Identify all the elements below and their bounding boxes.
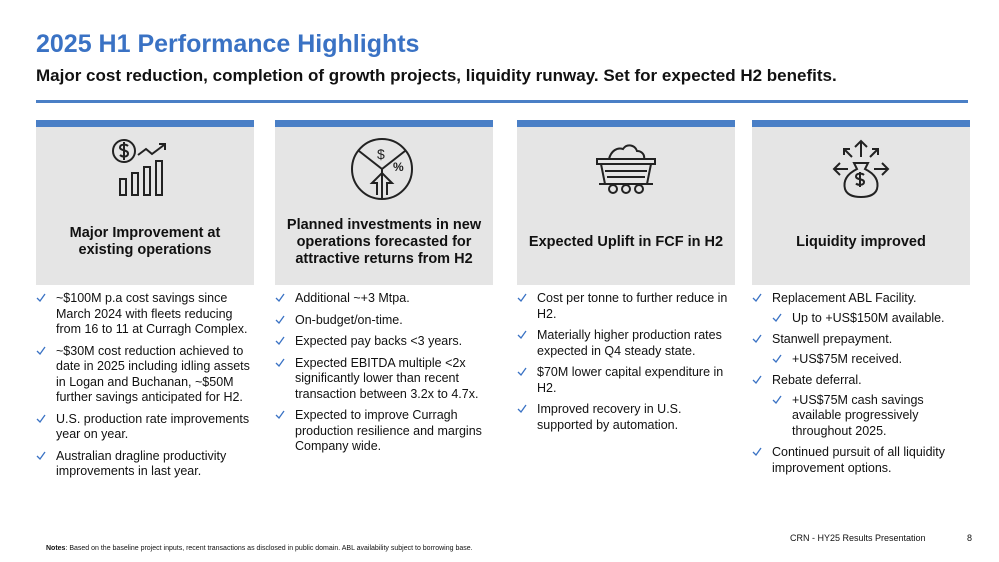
check-icon	[752, 447, 762, 457]
bullet-text: Improved recovery in U.S. supported by a…	[537, 402, 682, 432]
check-icon	[752, 334, 762, 344]
check-icon	[752, 375, 762, 385]
bullet-list: Cost per tonne to further reduce in H2. M…	[517, 291, 735, 433]
header-box: $% Planned investments in new operations …	[275, 127, 493, 285]
icon	[110, 137, 180, 202]
bullet-text: Stanwell prepayment.	[772, 332, 893, 346]
bullet-list: Additional ~+3 Mtpa. On-budget/on-time. Ex…	[275, 291, 493, 455]
title: 2025 H1 Performance Highlights	[36, 30, 420, 58]
sub-bullet-text: +US$75M received.	[792, 351, 903, 366]
sub-bullet-text: +US$75M cash savings available progressi…	[792, 392, 924, 438]
bullet: Expected pay backs <3 years.	[275, 334, 493, 350]
bullet: Cost per tonne to further reduce in H2.	[517, 291, 735, 322]
bullet: Materially higher production rates expec…	[517, 328, 735, 359]
bullet-text: On-budget/on-time.	[295, 312, 403, 327]
bullet-text: Additional ~+3 Mtpa.	[295, 291, 410, 305]
check-icon	[517, 293, 527, 303]
check-icon	[275, 410, 285, 420]
column-heading: Planned investments in new operations fo…	[286, 216, 482, 267]
bullet: Improved recovery in U.S. supported by a…	[517, 402, 735, 433]
bullet-list: Replacement ABL Facility. Up to +US$150M …	[752, 291, 970, 476]
column: Expected Uplift in FCF in H2 Cost per ton…	[517, 120, 735, 439]
sub-list: Up to +US$150M available.	[772, 311, 970, 327]
icon	[826, 137, 896, 204]
bullet-text: Continued pursuit of all liquidity impro…	[772, 445, 946, 475]
column: $% Planned investments in new operations …	[275, 120, 493, 461]
bullet-list: ~$100M p.a cost savings since March 2024…	[36, 291, 254, 480]
header-box: Liquidity improved	[752, 127, 970, 285]
accent-bar	[36, 120, 254, 127]
check-icon	[772, 313, 782, 322]
bullet: On-budget/on-time.	[275, 313, 493, 329]
sub-list: +US$75M received.	[772, 352, 970, 368]
check-icon	[36, 293, 46, 303]
column: Liquidity improved Replacement ABL Facili…	[752, 120, 970, 482]
check-icon	[36, 346, 46, 355]
bullet-text: ~$100M p.a cost savings since March 2024…	[56, 291, 248, 336]
sub-bullet: +US$75M received.	[772, 352, 970, 368]
sub-bullet: +US$75M cash savings available progressi…	[772, 393, 970, 440]
svg-text:%: %	[393, 160, 404, 174]
bullet-text: Replacement ABL Facility.	[772, 291, 917, 305]
divider	[36, 100, 968, 103]
page-number: 8	[967, 533, 973, 543]
notes-label: Notes	[46, 545, 66, 552]
bullet-text: Expected EBITDA multiple <2x significant…	[295, 355, 479, 401]
column: Major Improvement at existing operations…	[36, 120, 254, 486]
accent-bar	[752, 120, 970, 127]
notes: Notes: Based on the baseline project inp…	[46, 545, 473, 552]
check-icon	[275, 358, 285, 367]
bullet: Rebate deferral. +US$75M cash savings ava…	[752, 373, 970, 439]
bullet-text: Expected pay backs <3 years.	[295, 334, 463, 348]
icon	[591, 137, 661, 202]
column-heading: Expected Uplift in FCF in H2	[528, 233, 724, 250]
bullet: Expected EBITDA multiple <2x significant…	[275, 356, 493, 403]
bullet-text: $70M lower capital expenditure in H2.	[537, 365, 724, 395]
sub-list: +US$75M cash savings available progressi…	[772, 393, 970, 440]
check-icon	[517, 330, 527, 340]
column-heading: Liquidity improved	[796, 233, 926, 250]
subtitle: Major cost reduction, completion of grow…	[36, 66, 837, 85]
bullet-text: Expected to improve Curragh production r…	[295, 408, 482, 453]
bullet: Replacement ABL Facility. Up to +US$150M …	[752, 291, 970, 326]
bullet-text: Rebate deferral.	[772, 373, 862, 387]
bullet: Australian dragline productivity improve…	[36, 449, 254, 480]
header-box: Major Improvement at existing operations	[36, 127, 254, 285]
check-icon	[275, 336, 285, 346]
check-icon	[517, 367, 527, 377]
bullet: ~$30M cost reduction achieved to date in…	[36, 344, 254, 406]
accent-bar	[275, 120, 493, 127]
bullet: $70M lower capital expenditure in H2.	[517, 365, 735, 396]
bullet: Stanwell prepayment. +US$75M received.	[752, 332, 970, 367]
accent-bar	[517, 120, 735, 127]
bullet-text: Australian dragline productivity improve…	[56, 448, 227, 479]
notes-text: : Based on the baseline project inputs, …	[65, 545, 473, 552]
check-icon	[752, 293, 762, 303]
check-icon	[36, 414, 46, 423]
check-icon	[517, 404, 527, 414]
bullet: Additional ~+3 Mtpa.	[275, 291, 493, 307]
sub-bullet: Up to +US$150M available.	[772, 311, 970, 327]
sub-bullet-text: Up to +US$150M available.	[792, 310, 945, 325]
svg-text:$: $	[377, 146, 385, 162]
bullet-text: ~$30M cost reduction achieved to date in…	[56, 343, 250, 405]
bullet-text: Materially higher production rates expec…	[537, 328, 722, 358]
column-heading: Major Improvement at existing operations	[69, 225, 221, 258]
bullet: ~$100M p.a cost savings since March 2024…	[36, 291, 254, 338]
bullet: Expected to improve Curragh production r…	[275, 408, 493, 455]
header-box: Expected Uplift in FCF in H2	[517, 127, 735, 285]
check-icon	[772, 395, 782, 404]
bullet: Continued pursuit of all liquidity impro…	[752, 445, 970, 476]
check-icon	[36, 451, 46, 460]
bullet-text: U.S. production rate improvements year o…	[56, 411, 250, 442]
check-icon	[275, 293, 285, 303]
check-icon	[275, 315, 285, 324]
icon: $%	[349, 137, 419, 206]
check-icon	[772, 354, 782, 363]
source: CRN - HY25 Results Presentation	[790, 533, 926, 543]
bullet: U.S. production rate improvements year o…	[36, 412, 254, 443]
bullet-text: Cost per tonne to further reduce in H2.	[537, 291, 728, 321]
